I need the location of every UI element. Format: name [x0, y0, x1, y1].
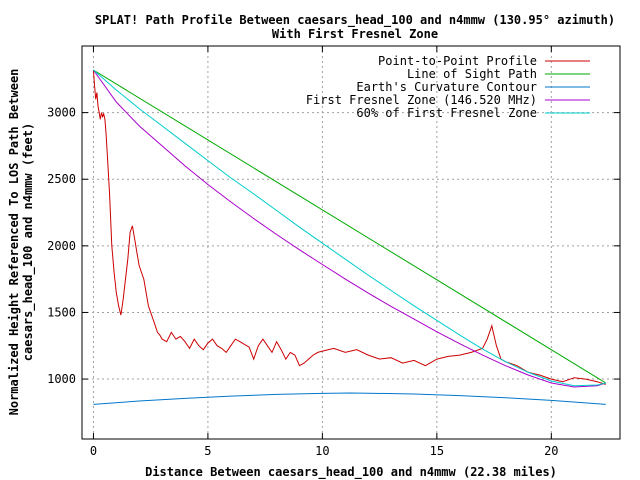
y-axis-label-line1: Normalized Height Referenced To LOS Path… — [7, 69, 21, 416]
series-line-4 — [92, 69, 606, 388]
legend-label-3: Earth's Curvature Contour — [356, 80, 537, 94]
y-tick-label: 2000 — [47, 239, 76, 253]
series-line-5 — [93, 69, 606, 387]
x-tick-label: 15 — [430, 444, 444, 458]
x-tick-label: 20 — [544, 444, 558, 458]
legend-label-2: Line of Sight Path — [407, 67, 537, 81]
series-line-1 — [92, 69, 606, 385]
legend-label-1: Point-to-Point Profile — [378, 54, 537, 68]
axis-ticks: 0 5 10 15 20 1000 1500 2000 2500 3000 — [47, 46, 620, 458]
y-tick-label: 1500 — [47, 305, 76, 319]
series-line-2 — [93, 69, 607, 384]
x-tick-label: 10 — [315, 444, 329, 458]
x-tick-label: 0 — [90, 444, 97, 458]
legend-label-5: 60% of First Fresnel Zone — [356, 106, 537, 120]
chart-title-line1: SPLAT! Path Profile Between caesars_head… — [95, 13, 615, 28]
y-tick-label: 3000 — [47, 106, 76, 120]
chart-title-line2: With First Fresnel Zone — [272, 27, 438, 41]
legend-label-4: First Fresnel Zone (146.520 MHz) — [306, 93, 537, 107]
grid — [82, 46, 620, 439]
y-tick-label: 1000 — [47, 372, 76, 386]
x-axis-label: Distance Between caesars_head_100 and n4… — [145, 465, 557, 480]
x-tick-label: 5 — [204, 444, 211, 458]
y-tick-label: 2500 — [47, 172, 76, 186]
y-axis-label-line2: caesars_head_100 and n4mmw (feet) — [21, 123, 36, 361]
series-group — [92, 69, 607, 405]
plot-frame — [81, 45, 621, 440]
series-line-3 — [93, 392, 606, 405]
